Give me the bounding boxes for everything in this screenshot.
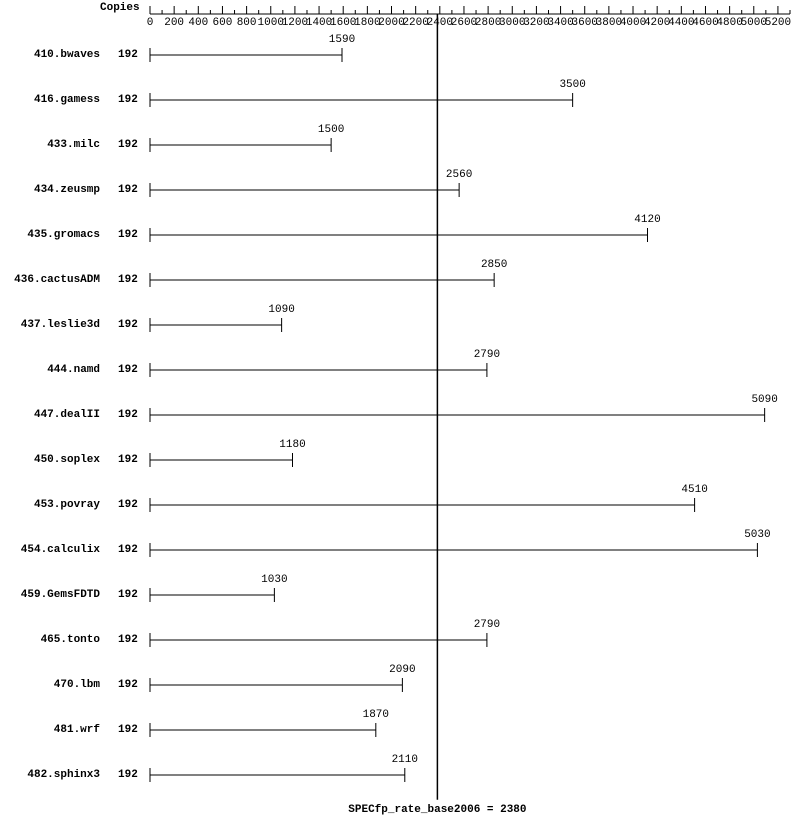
benchmark-copies: 192 bbox=[118, 409, 138, 421]
benchmark-name: 450.soplex bbox=[10, 454, 100, 466]
axis-tick-label: 5200 bbox=[765, 17, 791, 29]
benchmark-copies: 192 bbox=[118, 769, 138, 781]
benchmark-copies: 192 bbox=[118, 274, 138, 286]
axis-tick-label: 400 bbox=[188, 17, 208, 29]
axis-tick-label: 1200 bbox=[282, 17, 308, 29]
benchmark-copies: 192 bbox=[118, 454, 138, 466]
benchmark-copies: 192 bbox=[118, 49, 138, 61]
spec-benchmark-chart: 0 200 400 600 800100012001400160018002000220… bbox=[0, 0, 799, 831]
axis-tick-label: 2400 bbox=[427, 17, 453, 29]
benchmark-name: 465.tonto bbox=[10, 634, 100, 646]
axis-tick-label: 3400 bbox=[547, 17, 573, 29]
benchmark-copies: 192 bbox=[118, 499, 138, 511]
benchmark-copies: 192 bbox=[118, 679, 138, 691]
benchmark-value: 4510 bbox=[681, 484, 707, 496]
benchmark-name: 481.wrf bbox=[10, 724, 100, 736]
axis-tick-label: 2800 bbox=[475, 17, 501, 29]
benchmark-name: 437.leslie3d bbox=[10, 319, 100, 331]
benchmark-name: 416.gamess bbox=[10, 94, 100, 106]
axis-tick-label: 2000 bbox=[378, 17, 404, 29]
benchmark-copies: 192 bbox=[118, 139, 138, 151]
benchmark-value: 3500 bbox=[559, 79, 585, 91]
axis-tick-label: 3600 bbox=[572, 17, 598, 29]
benchmark-copies: 192 bbox=[118, 364, 138, 376]
benchmark-value: 2110 bbox=[392, 754, 418, 766]
benchmark-value: 2790 bbox=[474, 619, 500, 631]
benchmark-name: 447.dealII bbox=[10, 409, 100, 421]
benchmark-name: 459.GemsFDTD bbox=[10, 589, 100, 601]
axis-tick-label: 200 bbox=[164, 17, 184, 29]
benchmark-value: 2560 bbox=[446, 169, 472, 181]
axis-tick-label: 800 bbox=[237, 17, 257, 29]
benchmark-name: 444.namd bbox=[10, 364, 100, 376]
benchmark-value: 5030 bbox=[744, 529, 770, 541]
axis-tick-label: 1400 bbox=[306, 17, 332, 29]
benchmark-copies: 192 bbox=[118, 94, 138, 106]
axis-tick-label: 4000 bbox=[620, 17, 646, 29]
benchmark-value: 5090 bbox=[751, 394, 777, 406]
baseline-label: SPECfp_rate_base2006 = 2380 bbox=[348, 804, 526, 816]
benchmark-name: 410.bwaves bbox=[10, 49, 100, 61]
benchmark-copies: 192 bbox=[118, 589, 138, 601]
benchmark-value: 1500 bbox=[318, 124, 344, 136]
benchmark-value: 1180 bbox=[279, 439, 305, 451]
axis-tick-label: 3800 bbox=[596, 17, 622, 29]
axis-tick-label: 1000 bbox=[258, 17, 284, 29]
axis-tick-label: 4600 bbox=[692, 17, 718, 29]
benchmark-copies: 192 bbox=[118, 319, 138, 331]
axis-tick-label: 1800 bbox=[354, 17, 380, 29]
benchmark-name: 433.milc bbox=[10, 139, 100, 151]
benchmark-copies: 192 bbox=[118, 184, 138, 196]
axis-tick-label: 600 bbox=[213, 17, 233, 29]
axis-tick-label: 0 bbox=[147, 17, 154, 29]
benchmark-value: 1870 bbox=[363, 709, 389, 721]
benchmark-copies: 192 bbox=[118, 724, 138, 736]
benchmark-value: 1030 bbox=[261, 574, 287, 586]
benchmark-copies: 192 bbox=[118, 634, 138, 646]
axis-tick-label: 4400 bbox=[668, 17, 694, 29]
copies-header: Copies bbox=[100, 2, 140, 14]
benchmark-name: 436.cactusADM bbox=[10, 274, 100, 286]
benchmark-value: 1590 bbox=[329, 34, 355, 46]
benchmark-name: 453.povray bbox=[10, 499, 100, 511]
benchmark-copies: 192 bbox=[118, 544, 138, 556]
benchmark-name: 470.lbm bbox=[10, 679, 100, 691]
benchmark-value: 1090 bbox=[268, 304, 294, 316]
benchmark-copies: 192 bbox=[118, 229, 138, 241]
benchmark-value: 4120 bbox=[634, 214, 660, 226]
benchmark-value: 2090 bbox=[389, 664, 415, 676]
axis-tick-label: 3000 bbox=[499, 17, 525, 29]
axis-tick-label: 3200 bbox=[523, 17, 549, 29]
benchmark-name: 454.calculix bbox=[10, 544, 100, 556]
benchmark-name: 434.zeusmp bbox=[10, 184, 100, 196]
axis-tick-label: 4800 bbox=[716, 17, 742, 29]
axis-tick-label: 4200 bbox=[644, 17, 670, 29]
axis-tick-label: 1600 bbox=[330, 17, 356, 29]
benchmark-value: 2790 bbox=[474, 349, 500, 361]
axis-tick-label: 5000 bbox=[741, 17, 767, 29]
benchmark-name: 435.gromacs bbox=[10, 229, 100, 241]
axis-tick-label: 2600 bbox=[451, 17, 477, 29]
benchmark-name: 482.sphinx3 bbox=[10, 769, 100, 781]
benchmark-value: 2850 bbox=[481, 259, 507, 271]
axis-tick-label: 2200 bbox=[402, 17, 428, 29]
